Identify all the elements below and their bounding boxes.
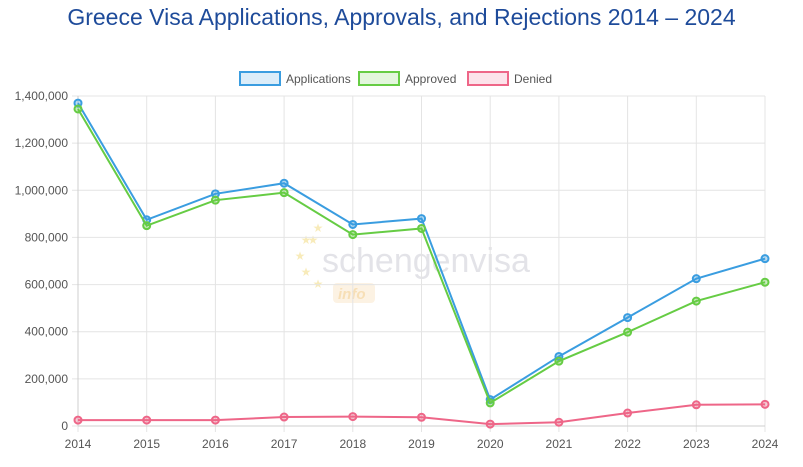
watermark-star-icon: ★: [308, 233, 319, 247]
data-point-approved: [417, 223, 426, 233]
y-tick-label: 0: [61, 419, 68, 433]
y-tick-label: 400,000: [25, 325, 69, 339]
data-point-approved: [279, 188, 289, 198]
watermark: ★★★★★★ schengenvisa info: [295, 221, 530, 303]
y-tick-label: 200,000: [25, 372, 69, 386]
data-point-applications: [760, 254, 770, 264]
y-tick-label: 1,400,000: [15, 89, 69, 103]
legend-label-approved: Approved: [405, 72, 456, 86]
series-line-applications: [77, 102, 766, 402]
data-point-approved: [73, 104, 83, 114]
series-line-denied: [78, 403, 766, 426]
data-point-denied: [691, 400, 701, 410]
watermark-star-icon: ★: [301, 233, 312, 247]
legend-swatch-denied: [467, 71, 509, 86]
data-point-approved: [142, 221, 152, 231]
watermark-star-icon: ★: [301, 265, 312, 279]
series-group: [73, 98, 770, 429]
series-line-approved: [77, 108, 766, 405]
watermark-star-icon: ★: [313, 277, 324, 291]
watermark-badge: info: [338, 286, 366, 303]
data-point-approved: [210, 195, 220, 205]
x-tick-label: 2021: [546, 437, 573, 451]
x-tick-label: 2024: [752, 437, 779, 451]
data-point-approved: [760, 277, 770, 287]
data-point-applications: [279, 178, 289, 188]
data-point-applications: [348, 219, 358, 229]
data-point-applications: [417, 214, 426, 224]
watermark-badge-bg: [333, 283, 375, 303]
legend[interactable]: Applications Approved Denied: [239, 71, 552, 86]
data-point-denied: [417, 412, 426, 422]
y-tick-label: 1,000,000: [15, 183, 69, 197]
data-point-approved: [623, 327, 633, 337]
data-point-denied: [279, 412, 289, 422]
x-tick-label: 2022: [614, 437, 641, 451]
legend-item-denied[interactable]: Denied: [467, 71, 552, 86]
watermark-brand: schengenvisa: [322, 242, 530, 280]
legend-swatch-applications: [239, 71, 281, 86]
axes: 0 200,000 400,000 600,000 800,000 1,000,000 1,…: [15, 89, 779, 451]
y-tick-label: 800,000: [25, 230, 69, 244]
legend-item-applications[interactable]: Applications: [239, 71, 351, 86]
watermark-stars: ★★★★★★: [295, 221, 324, 291]
legend-item-approved[interactable]: Approved: [358, 71, 456, 86]
x-tick-label: 2019: [408, 437, 435, 451]
data-point-applications: [623, 313, 633, 323]
data-point-approved: [348, 230, 358, 240]
legend-swatch-approved: [358, 71, 400, 86]
data-point-denied: [760, 399, 770, 409]
x-tick-label: 2020: [477, 437, 504, 451]
x-tick-label: 2016: [202, 437, 229, 451]
legend-label-denied: Denied: [514, 72, 552, 86]
watermark-star-icon: ★: [313, 221, 324, 235]
x-tick-label: 2023: [683, 437, 710, 451]
x-tick-label: 2018: [339, 437, 366, 451]
data-point-approved: [691, 296, 701, 306]
chart-title: Greece Visa Applications, Approvals, and…: [67, 4, 736, 30]
data-point-denied: [623, 408, 633, 418]
data-point-denied: [485, 419, 495, 429]
legend-label-applications: Applications: [286, 72, 351, 86]
data-point-approved: [485, 398, 495, 408]
data-point-denied: [142, 415, 152, 425]
x-tick-label: 2014: [65, 437, 92, 451]
data-point-denied: [554, 417, 564, 427]
watermark-star-icon: ★: [295, 249, 306, 263]
data-point-denied: [210, 415, 220, 425]
data-point-denied: [348, 412, 358, 422]
data-point-denied: [73, 415, 83, 425]
data-point-applications: [691, 274, 701, 284]
y-tick-label: 1,200,000: [15, 136, 69, 150]
data-point-approved: [554, 356, 564, 366]
x-tick-label: 2017: [271, 437, 298, 451]
x-tick-label: 2015: [133, 437, 160, 451]
y-tick-label: 600,000: [25, 278, 69, 292]
